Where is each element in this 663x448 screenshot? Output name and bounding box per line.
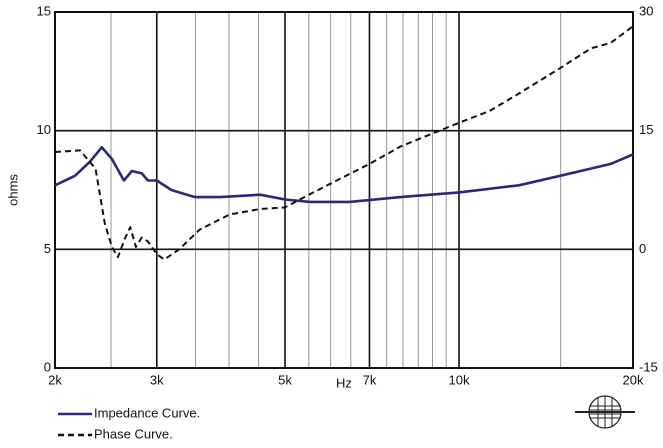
x-tick-label: 3k <box>150 372 164 387</box>
y2-tick-label: 0 <box>639 241 646 256</box>
legend-label: Impedance Curve. <box>94 405 200 420</box>
x-tick-label: 20k <box>623 372 644 387</box>
y-tick-label: 0 <box>44 359 51 374</box>
x-tick-label: 5k <box>278 372 292 387</box>
series-line <box>54 25 634 261</box>
y2-tick-label: 30 <box>639 3 653 18</box>
plot-frame <box>54 11 634 369</box>
y-tick-label: 10 <box>37 122 51 137</box>
y2-tick-label: 15 <box>639 122 653 137</box>
x-axis-label: Hz <box>336 375 352 390</box>
x-tick-label: 7k <box>363 372 377 387</box>
series-line <box>54 146 634 204</box>
x-tick-label: 10k <box>449 372 470 387</box>
y2-tick-label: -15 <box>639 359 658 374</box>
y-tick-label: 5 <box>44 241 51 256</box>
x-tick-label: 2k <box>48 372 62 387</box>
legend-label: Phase Curve. <box>94 426 173 441</box>
y-tick-label: 15 <box>37 3 51 18</box>
logo <box>575 395 635 429</box>
y-axis-label: ohms <box>5 174 20 206</box>
